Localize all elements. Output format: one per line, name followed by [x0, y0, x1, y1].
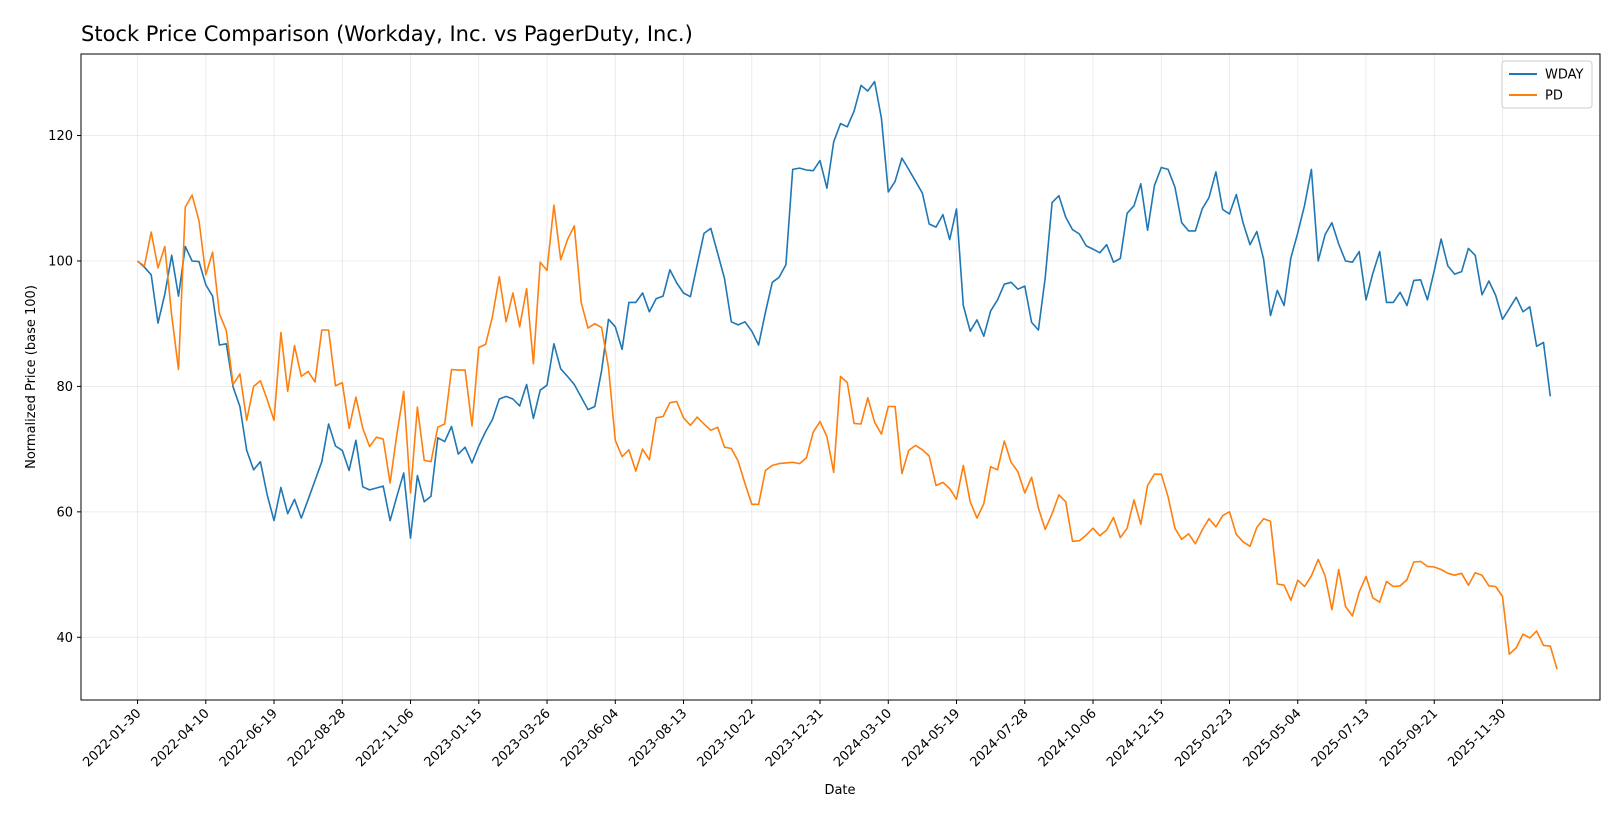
y-axis-label: Normalized Price (base 100) — [24, 285, 39, 469]
legend-box — [1501, 60, 1593, 109]
legend: WDAY PD — [1501, 60, 1593, 109]
series-layer — [136, 80, 1558, 670]
legend-label-pd: PD — [1545, 89, 1563, 104]
y-tick-label: 100 — [48, 254, 73, 269]
y-tick-label: 60 — [56, 505, 73, 520]
chart-title: Stock Price Comparison (Workday, Inc. vs… — [81, 22, 693, 46]
plot-frame — [80, 53, 1601, 701]
y-tick-label: 120 — [48, 129, 73, 144]
grid — [81, 54, 1600, 700]
legend-label-wday: WDAY — [1545, 68, 1584, 83]
series-line-wday — [136, 80, 1552, 540]
y-tick-label: 40 — [56, 631, 73, 646]
x-axis-label: Date — [824, 783, 855, 798]
y-tick-label: 80 — [56, 380, 73, 395]
series-line-pd — [137, 194, 1558, 670]
